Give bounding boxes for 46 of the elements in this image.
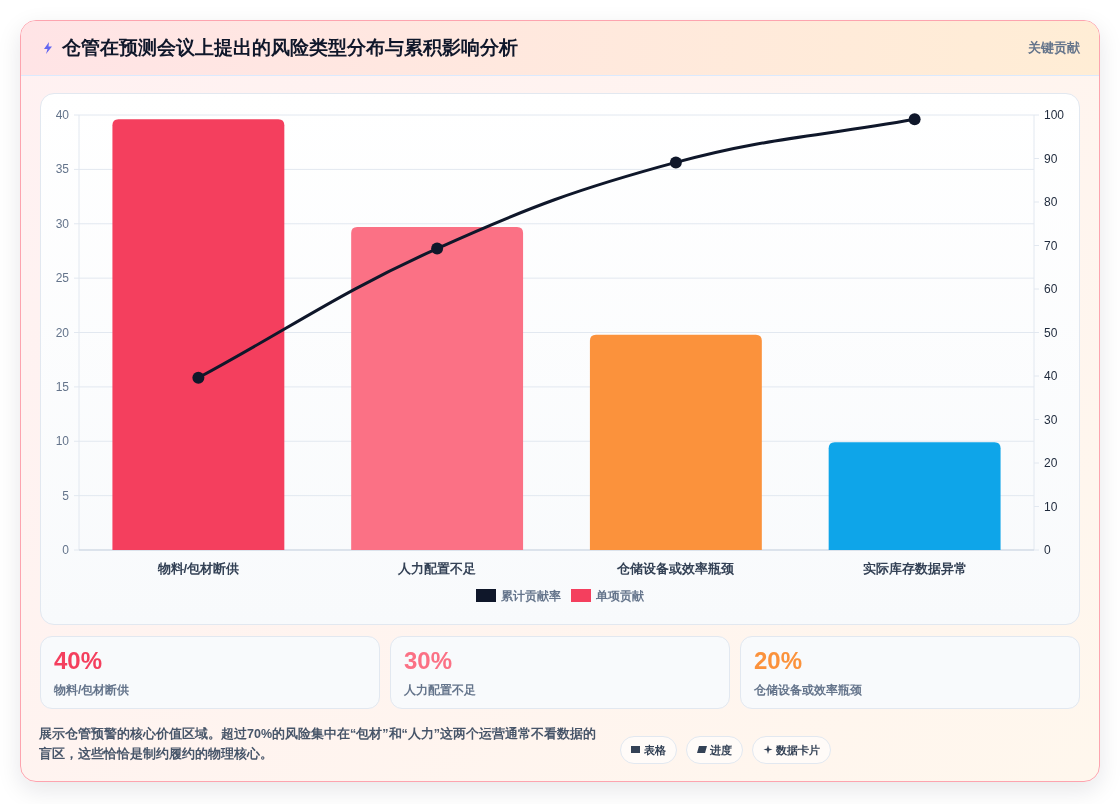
text: 数据卡片: [776, 744, 820, 756]
x-tick-label: 物料/包材断供: [156, 561, 240, 576]
x-tick-label: 实际库存数据异常: [862, 561, 967, 576]
y-tick-label: 25: [55, 271, 70, 286]
text: 30%: [404, 647, 453, 675]
y-tick-label: 20: [55, 325, 70, 340]
chart-title: 仓管在预测会议上提出的风险类型分布与累积影响分析: [62, 36, 518, 60]
y-tick-label: 10: [55, 434, 70, 449]
point: [908, 113, 921, 126]
y2-tick-label: 90: [1044, 151, 1058, 166]
y-tick-label: 35: [55, 162, 70, 177]
bar: [589, 334, 762, 550]
point: [192, 371, 205, 384]
text: 20%: [754, 647, 803, 675]
point: [669, 156, 682, 169]
point: [431, 242, 444, 255]
y2-tick-label: 100: [1044, 108, 1065, 122]
legend-label: 累计贡献率: [501, 589, 561, 603]
text: 人力配置不足: [404, 682, 476, 699]
text: 表格: [644, 744, 666, 756]
y-tick-label: 0: [62, 543, 70, 557]
y-tick-label: 40: [55, 108, 70, 122]
y-tick-label: 15: [55, 379, 70, 394]
y2-tick-label: 70: [1044, 238, 1058, 253]
y2-tick-label: 0: [1044, 543, 1051, 557]
y2-tick-label: 40: [1044, 369, 1058, 383]
bar: [828, 442, 1001, 550]
x-tick-label: 人力配置不足: [397, 561, 477, 576]
y2-tick-label: 50: [1044, 325, 1058, 340]
y-tick-label: 30: [55, 216, 70, 231]
chart-subtitle: 关键贡献: [1028, 39, 1080, 57]
text: 仓储设备或效率瓶颈: [754, 682, 862, 699]
text: 物料/包材断供: [54, 682, 130, 699]
text: 展示仓管预警的核心价值区域。超过70%的风险集中在“包材”和“人力”这两个运营通常不看数据的盲区，这些恰恰是制约履约的物理核心。: [39, 726, 598, 763]
bar: [112, 119, 285, 550]
y2-tick-label: 60: [1044, 282, 1058, 296]
y2-tick-label: 20: [1044, 456, 1058, 470]
y2-tick-label: 80: [1044, 195, 1058, 209]
bar: [351, 227, 524, 550]
x-tick-label: 仓储设备或效率瓶颈: [616, 561, 736, 576]
y2-tick-label: 30: [1044, 412, 1058, 427]
y-tick-label: 5: [62, 488, 70, 503]
text: 40%: [54, 647, 103, 675]
legend-label: 单项贡献: [596, 589, 644, 603]
y2-tick-label: 10: [1044, 499, 1058, 514]
text: 进度: [710, 744, 732, 756]
